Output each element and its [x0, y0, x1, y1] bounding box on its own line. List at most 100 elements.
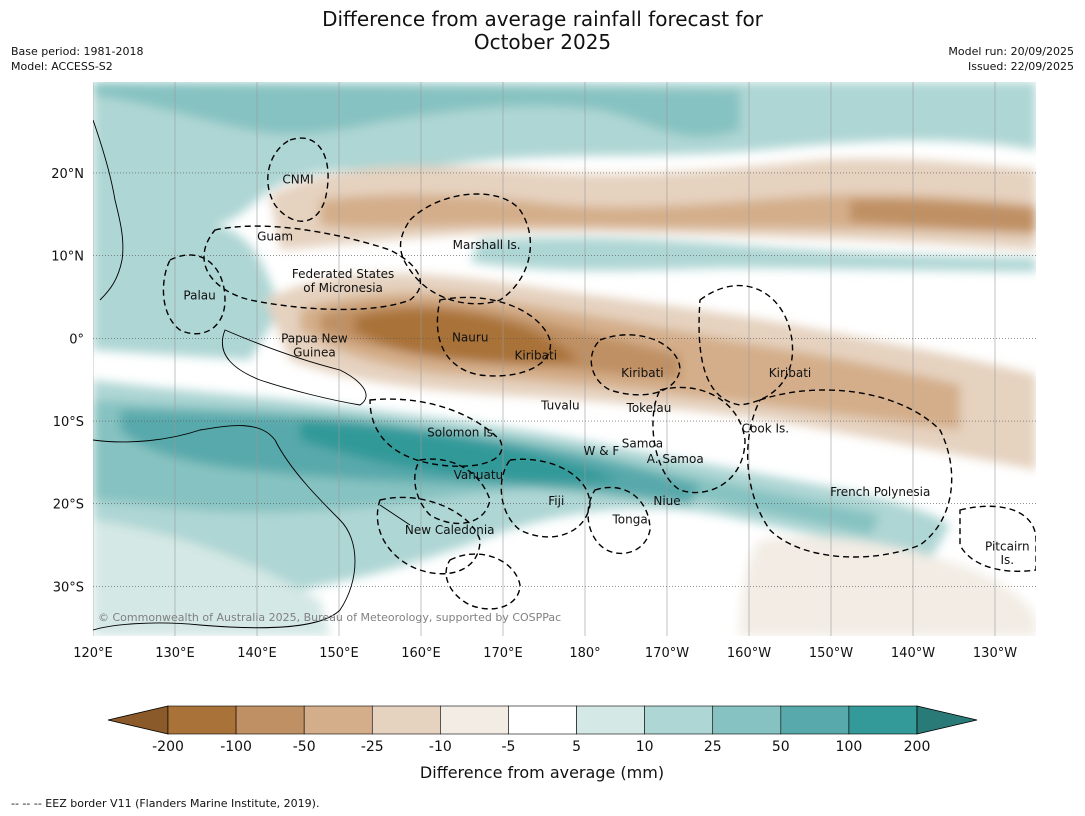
lon-tick-label: 130°W	[973, 646, 1017, 661]
colorbar-swatch	[576, 705, 645, 735]
eez-tonga	[587, 486, 651, 555]
colorbar-swatch	[371, 705, 441, 735]
place-label: Guam	[257, 230, 293, 244]
eez-pitcairn	[959, 505, 1036, 572]
colorbar-tick-label: 100	[836, 739, 863, 755]
colorbar-tick-label: -50	[293, 739, 316, 755]
colorbar-swatch	[780, 705, 850, 735]
colorbar-extend-high	[916, 705, 978, 735]
meta-right: Model run: 20/09/2025 Issued: 22/09/2025	[948, 44, 1074, 74]
wet-spcz-max	[300, 420, 620, 483]
place-label: Is.	[1000, 553, 1014, 567]
place-label: Kiribati	[769, 366, 811, 380]
colorbar-swatch	[848, 705, 918, 735]
place-label: CNMI	[282, 173, 313, 187]
new-guinea-outline	[222, 329, 367, 406]
colorbar-legend: -200 -100 -50 -25 -10 -5 5 10 25 50 100 200	[107, 705, 978, 755]
colorbar-tick-label: -5	[501, 739, 515, 755]
place-label: Samoa	[622, 436, 663, 450]
lon-tick-label: 130°E	[155, 646, 195, 661]
lon-tick-label: 120°E	[73, 646, 113, 661]
eez-solomon	[369, 398, 503, 467]
place-label: Fiji	[548, 494, 564, 508]
colorbar-tick-label: 5	[572, 739, 581, 755]
axis-tick-labels: 120°E 130°E 140°E 150°E 160°E 170°E 180° 170°W 1…	[51, 167, 1017, 661]
colorbar-tick-label: 50	[772, 739, 790, 755]
model-name: Model: ACCESS-S2	[11, 60, 113, 73]
map-credit: © Commonwealth of Australia 2025, Bureau…	[98, 611, 561, 624]
place-label: Vanuatu	[454, 468, 504, 482]
australia-outline	[93, 425, 356, 631]
place-label: Pitcairn	[985, 540, 1030, 554]
colorbar-extend-low	[107, 705, 169, 735]
lon-tick-label: 170°W	[645, 646, 689, 661]
chart-title: Difference from average rainfall forecas…	[0, 8, 1085, 54]
title-line-1: Difference from average rainfall forecas…	[322, 7, 763, 31]
place-label: Palau	[183, 288, 215, 302]
land-outlines	[93, 119, 411, 631]
place-label: New Caledonia	[405, 523, 495, 537]
wet-lobe-south-west	[93, 520, 330, 636]
lat-tick-label: 10°S	[53, 415, 84, 430]
meta-left: Base period: 1981-2018 Model: ACCESS-S2	[11, 44, 143, 74]
issued-date: Issued: 22/09/2025	[967, 60, 1074, 73]
eez-palau	[162, 254, 226, 335]
place-label: Niue	[653, 494, 680, 508]
place-label: Solomon Is.	[427, 426, 497, 440]
lon-tick-label: 140°W	[891, 646, 935, 661]
lon-tick-label: 140°E	[237, 646, 277, 661]
eez-new-caledonia	[376, 496, 481, 575]
eez-cnmi	[267, 137, 329, 222]
place-label: French Polynesia	[830, 485, 930, 499]
place-label: Papua New	[281, 331, 348, 345]
rainfall-field	[93, 82, 1036, 636]
philippines-outline	[93, 119, 124, 301]
place-label: Marshall Is.	[453, 238, 521, 252]
lat-tick-label: 10°N	[51, 250, 84, 265]
colorbar-tick-label: 10	[636, 739, 654, 755]
colorbar-label: Difference from average (mm)	[420, 763, 664, 782]
place-label: A. Samoa	[647, 452, 704, 466]
lat-tick-label: 20°N	[51, 167, 84, 182]
lon-tick-label: 150°E	[319, 646, 359, 661]
colorbar-tick-label: -10	[429, 739, 452, 755]
place-label: Tonga	[611, 512, 647, 526]
eez-borders	[162, 137, 1036, 610]
lon-tick-label: 160°W	[727, 646, 771, 661]
lon-tick-label: 180°	[569, 646, 600, 661]
lon-tick-label: 150°W	[809, 646, 853, 661]
place-label: Nauru	[452, 331, 488, 345]
place-label: Tuvalu	[540, 398, 580, 412]
lat-tick-label: 20°S	[53, 498, 84, 513]
colorbar-swatch	[440, 705, 509, 735]
lat-tick-label: 0°	[69, 332, 84, 347]
eez-vanuatu	[414, 458, 491, 525]
colorbar-swatch	[644, 705, 714, 735]
eez-kiribati-phoenix	[590, 334, 681, 396]
colorbar-swatch	[167, 705, 237, 735]
base-period: Base period: 1981-2018	[11, 45, 144, 58]
eez-kermadec	[445, 553, 521, 610]
wet-region-north-core	[93, 82, 740, 137]
colorbar-tick-label: -25	[361, 739, 384, 755]
new-caledonia-outline	[379, 504, 411, 526]
graticule	[93, 82, 1036, 636]
eez-fiji	[500, 458, 591, 538]
place-label: W & F	[584, 444, 620, 458]
colorbar-swatch	[235, 705, 305, 735]
place-label: Kiribati	[515, 349, 557, 363]
colorbar-tick-label: -200	[152, 739, 184, 755]
colorbar-swatch	[712, 705, 782, 735]
lon-tick-label: 160°E	[401, 646, 441, 661]
eez-cook	[652, 386, 746, 494]
wet-region-west	[93, 200, 280, 360]
lat-tick-label: 30°S	[53, 580, 84, 595]
place-label: Tokelau	[626, 401, 672, 415]
place-label: of Micronesia	[303, 281, 383, 295]
eez-footnote: -- -- -- EEZ border V11 (Flanders Marine…	[11, 797, 320, 810]
place-label: Guinea	[293, 345, 336, 359]
place-label: Kiribati	[621, 366, 663, 380]
colorbar-tick-label: 25	[704, 739, 722, 755]
